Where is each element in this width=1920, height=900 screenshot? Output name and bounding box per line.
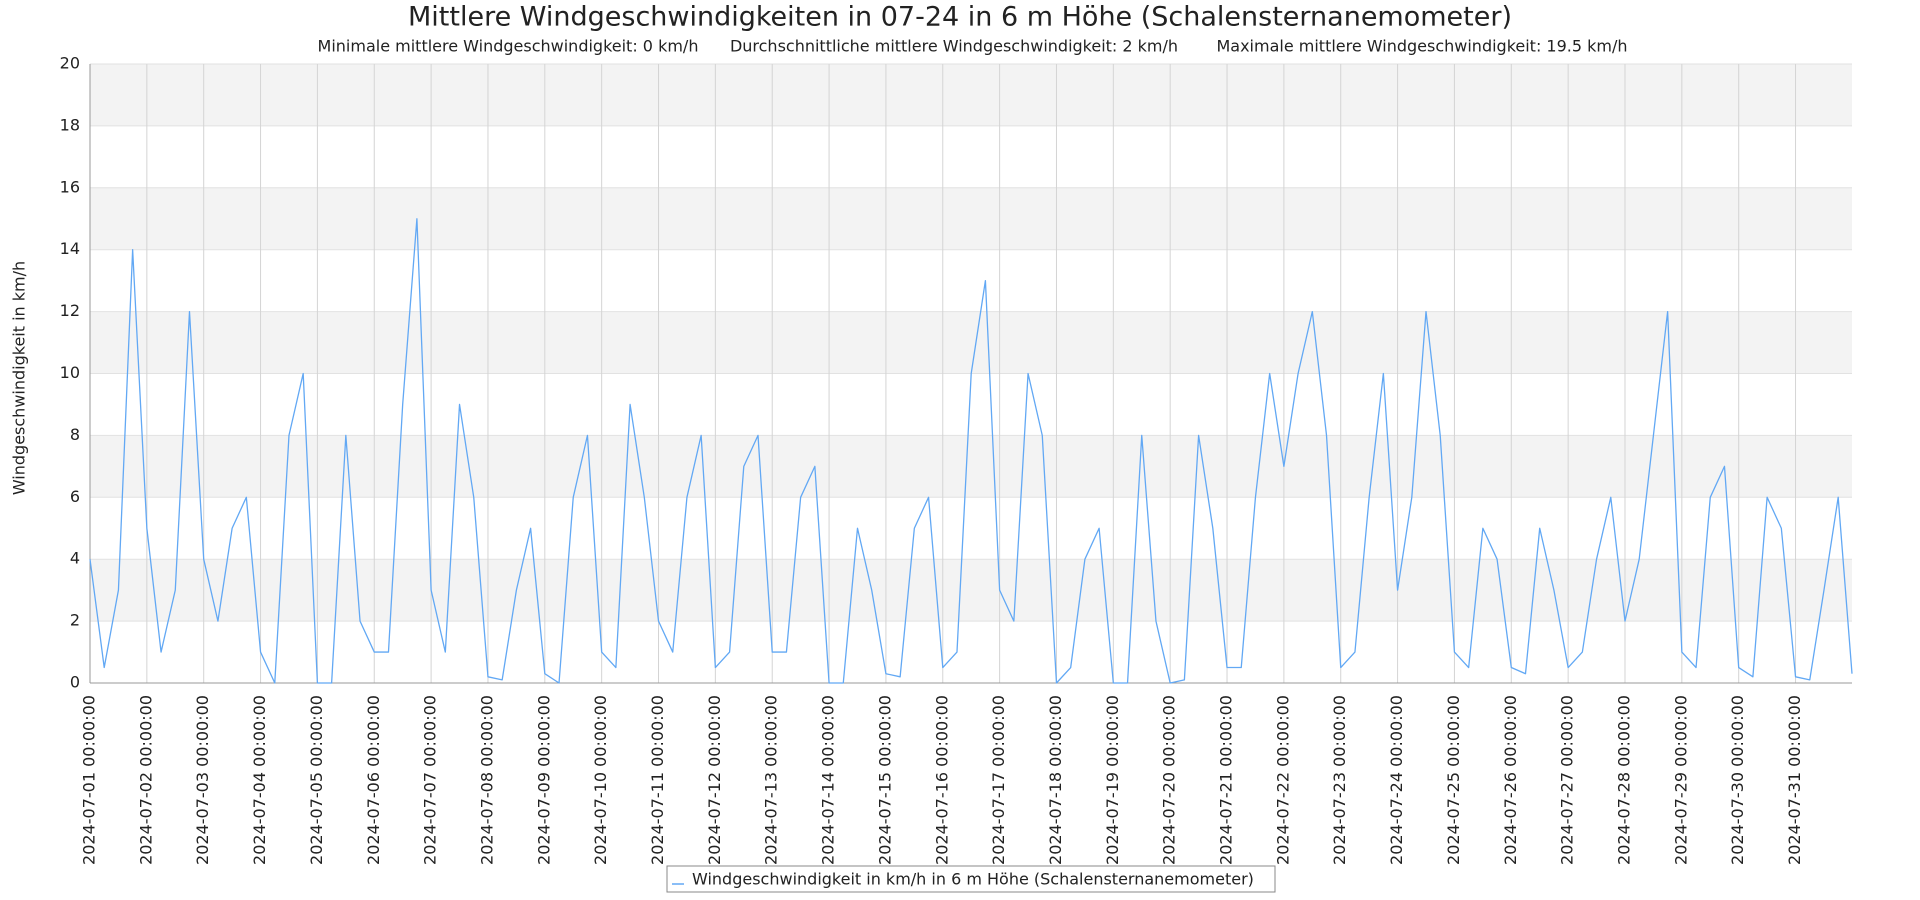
- x-tick-label: 2024-07-14 00:00:00: [819, 695, 838, 865]
- x-tick-label: 2024-07-05 00:00:00: [307, 695, 326, 865]
- x-tick-label: 2024-07-20 00:00:00: [1160, 695, 1179, 865]
- legend-box: [666, 865, 1276, 893]
- x-tick-label: 2024-07-17 00:00:00: [989, 695, 1008, 865]
- x-tick-label: 2024-07-12 00:00:00: [705, 695, 724, 865]
- x-tick-label: 2024-07-07 00:00:00: [421, 695, 440, 865]
- x-tick-label: 2024-07-10 00:00:00: [591, 695, 610, 865]
- x-tick-label: 2024-07-29 00:00:00: [1671, 695, 1690, 865]
- subtitle: Minimale mittlere Windgeschwindigkeit: 0…: [318, 37, 699, 56]
- x-tick-label: 2024-07-22 00:00:00: [1273, 695, 1292, 865]
- x-tick-label: 2024-07-04 00:00:00: [250, 695, 269, 865]
- x-tick-label: 2024-07-23 00:00:00: [1330, 695, 1349, 865]
- x-tick-label: 2024-07-03 00:00:00: [193, 695, 212, 865]
- y-tick-label: 10: [60, 363, 80, 382]
- y-tick-label: 8: [70, 425, 80, 444]
- x-tick-label: 2024-07-25 00:00:00: [1444, 695, 1463, 865]
- subtitle: Durchschnittliche mittlere Windgeschwind…: [730, 37, 1178, 56]
- x-tick-label: 2024-07-24 00:00:00: [1387, 695, 1406, 865]
- y-tick-label: 4: [70, 549, 80, 568]
- y-tick-label: 14: [60, 239, 80, 258]
- grid-band: [90, 559, 1852, 622]
- chart-title: Mittlere Windgeschwindigkeiten in 07-24 …: [408, 2, 1512, 33]
- x-tick-label: 2024-07-18 00:00:00: [1046, 695, 1065, 865]
- legend-label: Windgeschwindigkeit in km/h in 6 m Höhe …: [692, 870, 1254, 889]
- y-tick-label: 18: [60, 115, 80, 134]
- y-tick-label: 20: [60, 54, 80, 73]
- grid-band: [90, 187, 1852, 250]
- x-tick-label: 2024-07-19 00:00:00: [1103, 695, 1122, 865]
- y-tick-label: 6: [70, 487, 80, 506]
- x-tick-label: 2024-07-02 00:00:00: [136, 695, 155, 865]
- data-line: [89, 218, 1853, 684]
- x-tick-label: 2024-07-13 00:00:00: [762, 695, 781, 865]
- x-tick-label: 2024-07-11 00:00:00: [648, 695, 667, 865]
- x-tick-label: 2024-07-27 00:00:00: [1558, 695, 1577, 865]
- x-tick-label: 2024-07-30 00:00:00: [1728, 695, 1747, 865]
- grid-band: [90, 311, 1852, 374]
- x-tick-label: 2024-07-21 00:00:00: [1217, 695, 1236, 865]
- x-tick-label: 2024-07-06 00:00:00: [364, 695, 383, 865]
- x-tick-label: 2024-07-16 00:00:00: [932, 695, 951, 865]
- x-tick-label: 2024-07-31 00:00:00: [1785, 695, 1804, 865]
- y-axis-label: Windgeschwindigkeit in km/h: [10, 261, 29, 495]
- x-tick-label: 2024-07-08 00:00:00: [477, 695, 496, 865]
- y-tick-label: 2: [70, 611, 80, 630]
- x-tick-label: 2024-07-28 00:00:00: [1614, 695, 1633, 865]
- x-tick-label: 2024-07-15 00:00:00: [875, 695, 894, 865]
- x-tick-label: 2024-07-26 00:00:00: [1501, 695, 1520, 865]
- y-tick-label: 12: [60, 301, 80, 320]
- grid-band: [90, 435, 1852, 498]
- x-tick-label: 2024-07-09 00:00:00: [534, 695, 553, 865]
- y-tick-label: 16: [60, 177, 80, 196]
- grid-band: [90, 64, 1852, 126]
- x-tick-label: 2024-07-01 00:00:00: [80, 695, 99, 865]
- subtitle: Maximale mittlere Windgeschwindigkeit: 1…: [1216, 37, 1627, 56]
- y-tick-label: 0: [70, 673, 80, 692]
